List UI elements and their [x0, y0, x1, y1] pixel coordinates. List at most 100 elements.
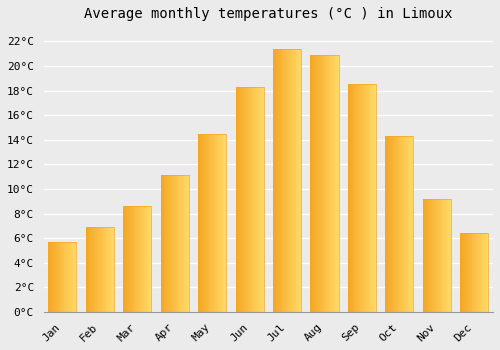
- Bar: [483, 233, 484, 312]
- Bar: [259, 87, 260, 312]
- Bar: [250, 87, 252, 312]
- Bar: [448, 199, 449, 312]
- Bar: [440, 199, 442, 312]
- Bar: [348, 84, 376, 312]
- Bar: [97, 227, 98, 312]
- Bar: [216, 134, 217, 312]
- Bar: [241, 87, 242, 312]
- Bar: [126, 206, 127, 312]
- Bar: [442, 199, 444, 312]
- Bar: [275, 49, 276, 312]
- Bar: [477, 233, 478, 312]
- Bar: [125, 206, 126, 312]
- Bar: [68, 242, 69, 312]
- Bar: [464, 233, 465, 312]
- Bar: [482, 233, 483, 312]
- Bar: [90, 227, 92, 312]
- Bar: [108, 227, 109, 312]
- Bar: [146, 206, 148, 312]
- Bar: [349, 84, 350, 312]
- Bar: [412, 136, 414, 312]
- Bar: [201, 134, 202, 312]
- Bar: [188, 175, 189, 312]
- Bar: [331, 55, 332, 312]
- Bar: [407, 136, 408, 312]
- Bar: [463, 233, 464, 312]
- Bar: [86, 227, 88, 312]
- Bar: [328, 55, 329, 312]
- Bar: [53, 242, 54, 312]
- Bar: [139, 206, 140, 312]
- Bar: [462, 233, 463, 312]
- Bar: [160, 175, 162, 312]
- Bar: [55, 242, 56, 312]
- Bar: [287, 49, 288, 312]
- Bar: [98, 227, 99, 312]
- Bar: [67, 242, 68, 312]
- Bar: [222, 134, 224, 312]
- Bar: [314, 55, 315, 312]
- Bar: [432, 199, 433, 312]
- Bar: [284, 49, 285, 312]
- Bar: [167, 175, 168, 312]
- Bar: [423, 199, 451, 312]
- Bar: [174, 175, 176, 312]
- Bar: [206, 134, 208, 312]
- Bar: [136, 206, 138, 312]
- Bar: [444, 199, 446, 312]
- Bar: [393, 136, 394, 312]
- Bar: [289, 49, 290, 312]
- Bar: [336, 55, 338, 312]
- Bar: [220, 134, 222, 312]
- Bar: [350, 84, 352, 312]
- Bar: [138, 206, 139, 312]
- Bar: [474, 233, 476, 312]
- Bar: [450, 199, 451, 312]
- Bar: [183, 175, 184, 312]
- Bar: [106, 227, 108, 312]
- Bar: [184, 175, 185, 312]
- Bar: [319, 55, 320, 312]
- Bar: [361, 84, 362, 312]
- Bar: [168, 175, 169, 312]
- Bar: [245, 87, 246, 312]
- Bar: [296, 49, 298, 312]
- Bar: [467, 233, 468, 312]
- Bar: [375, 84, 376, 312]
- Bar: [210, 134, 212, 312]
- Bar: [273, 49, 301, 312]
- Bar: [273, 49, 274, 312]
- Bar: [408, 136, 409, 312]
- Bar: [363, 84, 364, 312]
- Bar: [48, 242, 50, 312]
- Bar: [56, 242, 57, 312]
- Bar: [290, 49, 291, 312]
- Bar: [204, 134, 206, 312]
- Bar: [148, 206, 150, 312]
- Bar: [439, 199, 440, 312]
- Bar: [388, 136, 389, 312]
- Bar: [320, 55, 321, 312]
- Bar: [405, 136, 406, 312]
- Bar: [438, 199, 439, 312]
- Bar: [460, 233, 488, 312]
- Bar: [86, 227, 114, 312]
- Bar: [486, 233, 488, 312]
- Bar: [310, 55, 338, 312]
- Bar: [218, 134, 220, 312]
- Bar: [172, 175, 173, 312]
- Bar: [274, 49, 275, 312]
- Bar: [246, 87, 247, 312]
- Bar: [310, 55, 312, 312]
- Bar: [460, 233, 461, 312]
- Bar: [71, 242, 72, 312]
- Bar: [110, 227, 111, 312]
- Bar: [437, 199, 438, 312]
- Bar: [198, 134, 199, 312]
- Bar: [316, 55, 317, 312]
- Bar: [145, 206, 146, 312]
- Bar: [484, 233, 486, 312]
- Bar: [262, 87, 264, 312]
- Bar: [330, 55, 331, 312]
- Bar: [292, 49, 294, 312]
